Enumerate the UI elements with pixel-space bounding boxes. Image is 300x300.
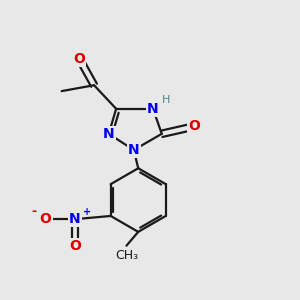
- Text: +: +: [82, 207, 91, 217]
- Text: O: O: [74, 52, 85, 66]
- Text: H: H: [162, 95, 170, 105]
- Text: N: N: [128, 143, 140, 157]
- Text: CH₃: CH₃: [115, 249, 138, 262]
- Text: O: O: [69, 239, 81, 253]
- Text: N: N: [147, 102, 159, 116]
- Text: -: -: [31, 205, 36, 218]
- Text: O: O: [188, 119, 200, 134]
- Text: O: O: [40, 212, 51, 226]
- Text: N: N: [103, 127, 115, 141]
- Text: N: N: [69, 212, 81, 226]
